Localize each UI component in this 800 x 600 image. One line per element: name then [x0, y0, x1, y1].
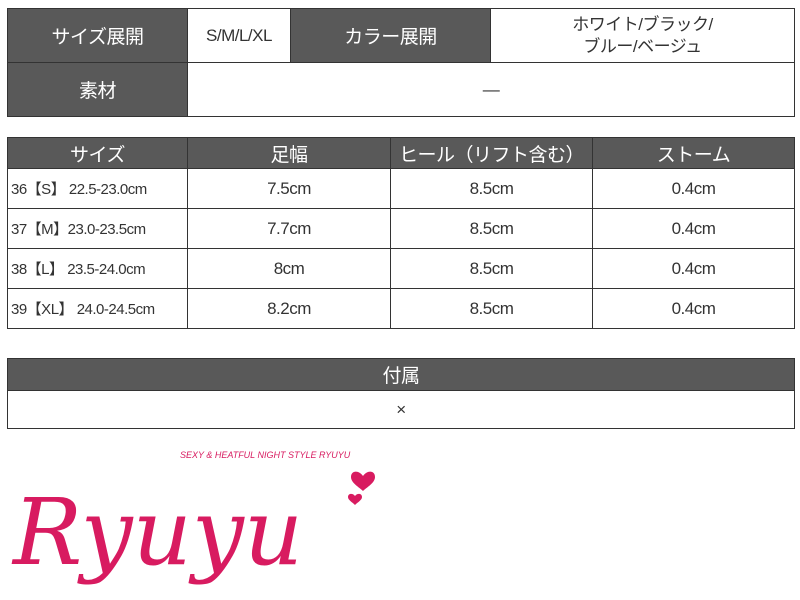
size-label: サイズ展開: [7, 8, 188, 63]
material-value: ―: [187, 62, 795, 117]
logo-text: Ryuyu: [11, 479, 303, 586]
spec-table: サイズ展開 S/M/L/XL カラー展開 ホワイト/ブラック/ブルー/ベージュ …: [7, 8, 795, 117]
cell-width: 8.2cm: [187, 288, 391, 329]
header-size: サイズ: [7, 137, 188, 169]
ryuyu-logo: SEXY & HEATFUL NIGHT STYLE RYUYU Ryuyu: [11, 450, 375, 586]
table-row: 39【XL】 24.0-24.5cm 8.2cm 8.5cm 0.4cm: [7, 288, 795, 329]
color-value-line1: ホワイト/ブラック/: [572, 14, 713, 34]
size-table: サイズ 足幅 ヒール（リフト含む） ストーム 36【S】 22.5-23.0cm…: [7, 137, 795, 329]
heart-icon: [348, 493, 362, 505]
cell-width: 7.5cm: [187, 168, 391, 209]
header-heel: ヒール（リフト含む）: [390, 137, 593, 169]
cell-heel: 8.5cm: [390, 208, 593, 249]
header-width: 足幅: [187, 137, 391, 169]
size-table-header: サイズ 足幅 ヒール（リフト含む） ストーム: [7, 137, 795, 169]
color-value-line2: ブルー/ベージュ: [583, 36, 702, 56]
cell-size: 36【S】 22.5-23.0cm: [7, 168, 188, 209]
material-label: 素材: [7, 62, 188, 117]
accessories-table: 付属 ×: [7, 358, 795, 429]
size-value: S/M/L/XL: [187, 8, 291, 63]
cell-size: 39【XL】 24.0-24.5cm: [7, 288, 188, 329]
cell-storm: 0.4cm: [592, 168, 795, 209]
cell-heel: 8.5cm: [390, 168, 593, 209]
cell-heel: 8.5cm: [390, 248, 593, 289]
cell-width: 7.7cm: [187, 208, 391, 249]
header-storm: ストーム: [592, 137, 795, 169]
accessories-label: 付属: [7, 358, 795, 391]
heart-icon: [351, 471, 375, 491]
cell-storm: 0.4cm: [592, 288, 795, 329]
table-row: 38【L】 23.5-24.0cm 8cm 8.5cm 0.4cm: [7, 248, 795, 289]
cell-size: 38【L】 23.5-24.0cm: [7, 248, 188, 289]
logo-tagline: SEXY & HEATFUL NIGHT STYLE RYUYU: [180, 450, 351, 460]
accessories-value: ×: [7, 390, 795, 429]
color-label: カラー展開: [290, 8, 491, 63]
cell-size: 37【M】23.0-23.5cm: [7, 208, 188, 249]
table-row: 37【M】23.0-23.5cm 7.7cm 8.5cm 0.4cm: [7, 208, 795, 249]
cell-width: 8cm: [187, 248, 391, 289]
cell-storm: 0.4cm: [592, 208, 795, 249]
table-row: 36【S】 22.5-23.0cm 7.5cm 8.5cm 0.4cm: [7, 168, 795, 209]
color-value: ホワイト/ブラック/ブルー/ベージュ: [490, 8, 795, 63]
cell-storm: 0.4cm: [592, 248, 795, 289]
cell-heel: 8.5cm: [390, 288, 593, 329]
